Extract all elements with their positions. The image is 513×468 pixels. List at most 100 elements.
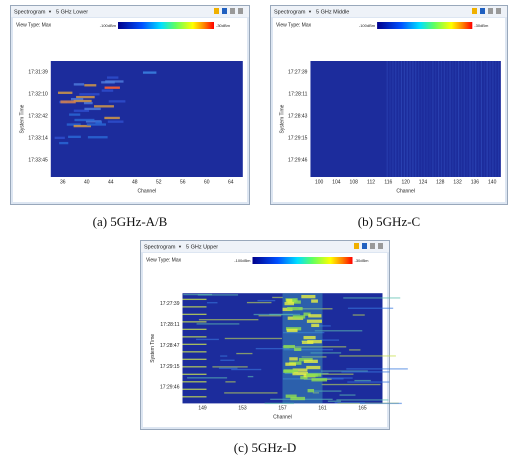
heat-cell xyxy=(420,61,423,177)
toolbar-icon xyxy=(378,243,383,249)
x-tick-label: 136 xyxy=(471,179,480,185)
heat-cell xyxy=(480,61,483,177)
heat-cell xyxy=(492,61,494,177)
heat-cell xyxy=(498,61,500,177)
heat-cell xyxy=(435,61,437,177)
heat-cell xyxy=(196,338,219,341)
heat-cell xyxy=(469,61,471,177)
y-axis-label: System Time xyxy=(20,104,26,133)
heat-cell xyxy=(285,394,297,398)
heat-cell xyxy=(336,399,389,401)
heat-cell xyxy=(352,314,365,316)
heat-cell xyxy=(76,95,95,99)
x-tick-label: 48 xyxy=(132,179,138,185)
heat-cell xyxy=(196,323,240,325)
heat-cell xyxy=(426,61,428,177)
colorbar-max: -30dBm xyxy=(474,23,489,28)
heat-cell xyxy=(311,323,320,328)
heat-cell xyxy=(142,71,157,74)
heat-cell xyxy=(307,340,322,344)
heat-cell xyxy=(311,378,328,382)
heat-cell xyxy=(298,308,333,310)
heat-cell xyxy=(182,358,207,360)
heat-cell xyxy=(253,313,293,316)
heat-cell xyxy=(334,402,365,404)
heat-cell xyxy=(182,351,207,353)
heat-cell xyxy=(218,367,238,369)
heat-cell xyxy=(359,402,402,405)
colorbar-min: -100dBm xyxy=(100,23,117,28)
x-tick-label: 132 xyxy=(453,179,462,185)
heat-cell xyxy=(182,321,207,323)
heat-cell xyxy=(446,61,448,177)
x-tick-label: 60 xyxy=(204,179,210,185)
heat-cell xyxy=(79,93,100,96)
heat-cell xyxy=(403,61,405,177)
heat-cell xyxy=(301,294,316,299)
heat-cell xyxy=(429,61,431,177)
heat-cell xyxy=(466,61,468,177)
dropdown-arrow: ▼ xyxy=(48,9,52,14)
heat-cell xyxy=(292,371,308,376)
colorbar-min: -100dBm xyxy=(359,23,376,28)
x-tick-label: 124 xyxy=(419,179,428,185)
toolbar-icon xyxy=(472,8,477,14)
heat-cell xyxy=(264,402,295,405)
heatmap xyxy=(310,61,501,177)
caption: (a) 5GHz-A/B xyxy=(92,214,168,229)
heat-cell xyxy=(306,365,321,370)
x-tick-label: 100 xyxy=(315,179,324,185)
heat-cell xyxy=(182,381,207,383)
heat-cell xyxy=(182,373,207,375)
heat-cell xyxy=(339,355,396,357)
heat-cell xyxy=(300,375,308,380)
y-tick-label: 17:27:39 xyxy=(160,301,180,307)
heat-cell xyxy=(312,392,320,394)
heat-cell xyxy=(68,135,81,139)
view-type: View Type: Max xyxy=(146,257,182,263)
x-axis-label: Channel xyxy=(137,188,156,194)
dropdown-arrow: ▼ xyxy=(308,9,312,14)
heat-cell xyxy=(285,362,296,366)
heat-cell xyxy=(198,319,259,321)
x-tick-label: 52 xyxy=(156,179,162,185)
x-tick-label: 128 xyxy=(436,179,445,185)
toolbar-icon xyxy=(222,8,227,14)
y-tick-label: 17:31:39 xyxy=(28,69,48,75)
heat-cell xyxy=(86,123,106,126)
heat-cell xyxy=(386,61,388,177)
x-tick-label: 149 xyxy=(198,406,207,412)
heat-cell xyxy=(283,331,325,334)
heat-cell xyxy=(60,100,76,104)
view-type: View Type: Max xyxy=(16,22,52,28)
heat-cell xyxy=(495,61,497,177)
toolbar-icon xyxy=(354,243,359,249)
heat-cell xyxy=(182,388,207,390)
heat-cell xyxy=(294,347,302,351)
x-tick-label: 120 xyxy=(401,179,410,185)
heat-cell xyxy=(306,319,322,323)
heat-cell xyxy=(320,370,368,372)
y-tick-label: 17:28:11 xyxy=(288,91,307,97)
heat-cell xyxy=(349,349,361,351)
toolbar-icon xyxy=(480,8,485,14)
toolbar-icon xyxy=(362,243,367,249)
heat-cell xyxy=(440,61,443,177)
heat-cell xyxy=(438,61,440,177)
heat-cell xyxy=(69,113,81,116)
heat-cell xyxy=(183,293,213,296)
x-axis-label: Channel xyxy=(396,188,415,194)
heat-cell xyxy=(449,61,451,177)
heat-cell xyxy=(84,107,101,111)
toolbar-icon xyxy=(488,8,493,14)
screenshot-panel: Spectrogram 5 GHz Middle ▼ View Type: Max -1… xyxy=(270,5,508,205)
heat-cell xyxy=(472,61,474,177)
heat-cell xyxy=(283,344,295,349)
heat-cell xyxy=(458,61,460,177)
heat-cell xyxy=(314,330,363,332)
heat-cell xyxy=(182,343,207,345)
heat-cell xyxy=(182,298,207,301)
heat-cell xyxy=(220,355,228,357)
heat-cell xyxy=(292,315,306,319)
caption: (b) 5GHz-C xyxy=(357,214,421,229)
